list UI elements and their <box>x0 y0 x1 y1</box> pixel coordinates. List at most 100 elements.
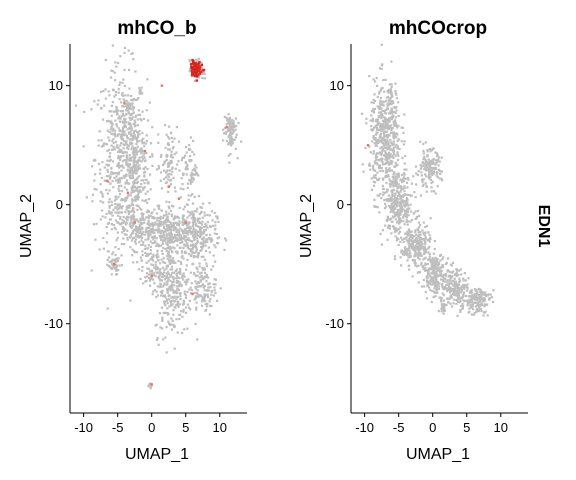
cell-point <box>379 97 382 100</box>
cell-point <box>426 150 429 153</box>
cell-point <box>156 244 159 247</box>
cell-point <box>469 304 472 307</box>
cell-point <box>161 276 164 279</box>
cell-point <box>447 285 450 288</box>
cell-point <box>154 221 157 224</box>
cell-point <box>117 195 120 199</box>
cell-point <box>114 273 118 276</box>
cell-point <box>447 301 450 304</box>
cell-point <box>395 199 398 202</box>
cell-point <box>194 58 198 61</box>
cell-point <box>424 225 427 229</box>
cell-point <box>377 139 380 142</box>
cell-point <box>422 142 425 146</box>
cell-point <box>136 160 139 163</box>
cell-point <box>101 215 104 218</box>
cell-point <box>169 275 172 278</box>
cell-point <box>136 234 139 237</box>
cell-point <box>110 166 113 169</box>
cell-point <box>173 325 176 328</box>
cell-point <box>102 90 105 93</box>
cell-point <box>438 156 441 159</box>
cell-point <box>393 131 396 134</box>
cell-point <box>175 285 178 288</box>
cell-point <box>386 170 389 173</box>
cell-point <box>170 233 174 236</box>
cell-point <box>387 200 390 203</box>
cell-point <box>428 166 432 169</box>
cell-point <box>164 214 167 217</box>
cell-point <box>435 152 438 155</box>
cell-point <box>188 59 191 62</box>
cell-point <box>116 181 119 184</box>
cell-point <box>383 207 387 210</box>
cell-point <box>188 60 191 63</box>
cell-point <box>200 226 203 229</box>
cell-point <box>390 203 393 206</box>
expressing-cell-point <box>193 74 197 78</box>
cell-point <box>415 217 418 220</box>
cell-point <box>205 239 208 242</box>
cell-point <box>167 224 170 227</box>
cell-point <box>485 295 488 298</box>
cell-point <box>130 103 133 106</box>
cell-point <box>408 240 411 243</box>
cell-point <box>140 208 143 211</box>
cell-point <box>172 291 175 294</box>
cell-point <box>415 265 418 268</box>
cell-point <box>393 133 396 136</box>
cell-point <box>151 242 154 245</box>
cell-point <box>192 173 195 176</box>
cell-point <box>382 127 386 130</box>
cell-point <box>222 139 225 142</box>
cell-point <box>420 254 423 257</box>
cell-point <box>236 157 239 160</box>
cell-point <box>114 79 117 82</box>
cell-point <box>377 115 380 118</box>
cell-point <box>214 221 217 224</box>
cell-point <box>431 159 434 162</box>
cell-point <box>192 176 195 179</box>
cell-point <box>154 261 157 264</box>
expressing-cell-point <box>196 74 199 77</box>
cell-point <box>387 119 390 122</box>
cell-point <box>235 133 238 136</box>
cell-point <box>133 211 136 214</box>
cell-point <box>387 194 390 197</box>
cell-point <box>410 194 413 197</box>
cell-point <box>200 210 203 213</box>
cell-point <box>136 140 139 143</box>
cell-point <box>180 177 183 180</box>
cell-point <box>398 216 401 220</box>
cell-point <box>132 221 135 224</box>
cell-point <box>162 246 165 250</box>
cell-point <box>394 90 397 93</box>
cell-point <box>156 229 159 232</box>
cell-point <box>369 151 372 154</box>
cell-point <box>116 165 119 168</box>
cell-point <box>385 146 388 150</box>
cell-point <box>406 199 409 202</box>
expressing-cell-point <box>191 58 194 62</box>
point-layer <box>74 44 243 390</box>
cell-point <box>397 158 400 161</box>
cell-point <box>104 88 107 91</box>
cell-point <box>117 269 120 272</box>
cell-point <box>191 251 194 254</box>
cell-point <box>237 122 240 125</box>
cell-point <box>159 232 162 235</box>
cell-point <box>431 173 434 177</box>
cell-point <box>424 235 427 238</box>
cell-point <box>132 229 135 232</box>
cell-point <box>417 209 420 212</box>
cell-point <box>446 280 449 283</box>
cell-point <box>129 177 132 180</box>
cell-point <box>149 215 152 218</box>
cell-point <box>119 223 122 226</box>
cell-point <box>389 198 392 201</box>
cell-point <box>397 232 400 235</box>
cell-point <box>121 105 124 108</box>
cell-point <box>213 211 216 214</box>
cell-point <box>478 298 481 301</box>
cell-point <box>144 166 147 169</box>
